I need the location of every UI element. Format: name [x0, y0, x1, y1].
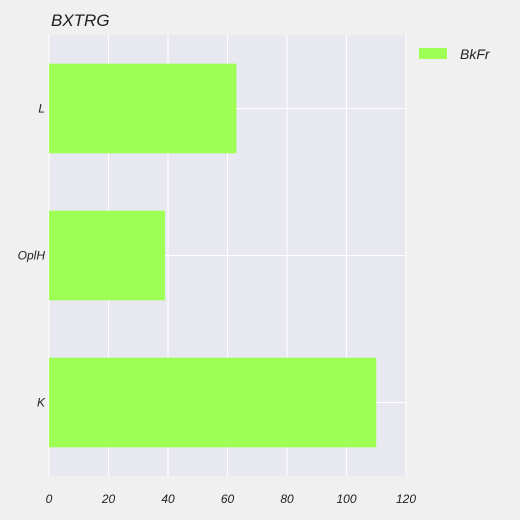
bar-oplh: [49, 210, 166, 301]
y-tick-label: L: [38, 102, 45, 116]
x-tick-label: 60: [221, 492, 235, 506]
x-tick-label: 120: [396, 492, 416, 506]
bar-l: [49, 63, 237, 154]
bars: [49, 63, 377, 448]
legend-label: BkFr: [460, 46, 491, 62]
y-axis-ticks: L OplH K: [18, 102, 46, 410]
x-axis-ticks: 0 20 40 60 80 100 120: [46, 492, 417, 506]
bar-k: [49, 357, 377, 448]
x-tick-label: 80: [280, 492, 294, 506]
x-tick-label: 100: [336, 492, 356, 506]
legend: BkFr: [419, 46, 491, 62]
y-tick-label: OplH: [18, 249, 46, 263]
x-tick-label: 40: [161, 492, 175, 506]
legend-swatch: [419, 48, 447, 59]
chart-title: BXTRG: [51, 11, 110, 30]
x-tick-label: 0: [46, 492, 53, 506]
y-tick-label: K: [37, 396, 46, 410]
x-tick-label: 20: [101, 492, 116, 506]
